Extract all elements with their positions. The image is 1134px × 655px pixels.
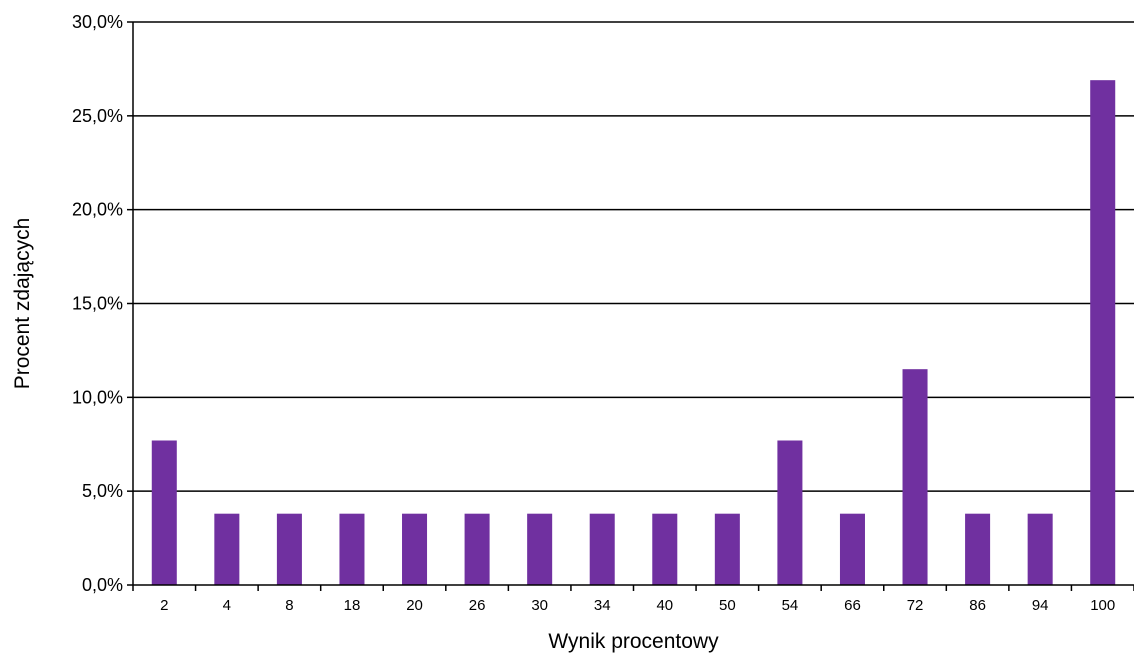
bar-26 <box>464 513 490 585</box>
x-tick-label: 30 <box>531 597 548 614</box>
bar-8 <box>276 513 302 585</box>
x-tick-label: 8 <box>285 597 293 614</box>
x-tick-label: 54 <box>782 597 799 614</box>
bar-50 <box>714 513 740 585</box>
x-tick-label: 4 <box>223 597 231 614</box>
bar-40 <box>652 513 678 585</box>
y-tick-label: 25,0% <box>72 106 123 126</box>
bar-54 <box>777 440 803 585</box>
x-tick-label: 86 <box>969 597 986 614</box>
bar-100 <box>1090 80 1116 585</box>
y-tick-label: 30,0% <box>72 12 123 32</box>
y-axis-title: Procent zdających <box>11 218 34 390</box>
y-tick-label: 0,0% <box>82 575 123 595</box>
y-axis-ticks: 0,0% 5,0% 10,0% 15,0% 20,0% 25,0% 30,0% <box>72 12 133 595</box>
x-tick-label: 34 <box>594 597 611 614</box>
x-tick-label: 50 <box>719 597 736 614</box>
bar-66 <box>839 513 865 585</box>
x-tick-label: 26 <box>469 597 486 614</box>
bar-94 <box>1027 513 1053 585</box>
bar-4 <box>214 513 240 585</box>
bar-34 <box>589 513 615 585</box>
bar-72 <box>902 369 928 585</box>
x-tick-label: 72 <box>907 597 924 614</box>
x-tick-label: 40 <box>656 597 673 614</box>
bar-2 <box>151 440 177 585</box>
x-tick-label: 100 <box>1090 597 1115 614</box>
bar-20 <box>402 513 428 585</box>
y-tick-label: 15,0% <box>72 294 123 314</box>
bar-18 <box>339 513 365 585</box>
x-axis-ticks: 2 4 8 18 20 26 30 34 40 50 54 66 72 86 94 100 <box>132 585 1134 614</box>
x-tick-label: 2 <box>160 597 168 614</box>
bar-86 <box>965 513 991 585</box>
bars <box>151 80 1116 585</box>
x-tick-label: 66 <box>844 597 861 614</box>
gridlines <box>133 21 1134 492</box>
x-tick-label: 20 <box>406 597 423 614</box>
x-axis-title: Wynik procentowy <box>548 630 719 653</box>
y-tick-label: 10,0% <box>72 387 123 407</box>
bar-30 <box>527 513 553 585</box>
x-tick-label: 18 <box>344 597 361 614</box>
x-tick-label: 94 <box>1032 597 1049 614</box>
y-tick-label: 20,0% <box>72 200 123 220</box>
y-tick-label: 5,0% <box>82 481 123 501</box>
